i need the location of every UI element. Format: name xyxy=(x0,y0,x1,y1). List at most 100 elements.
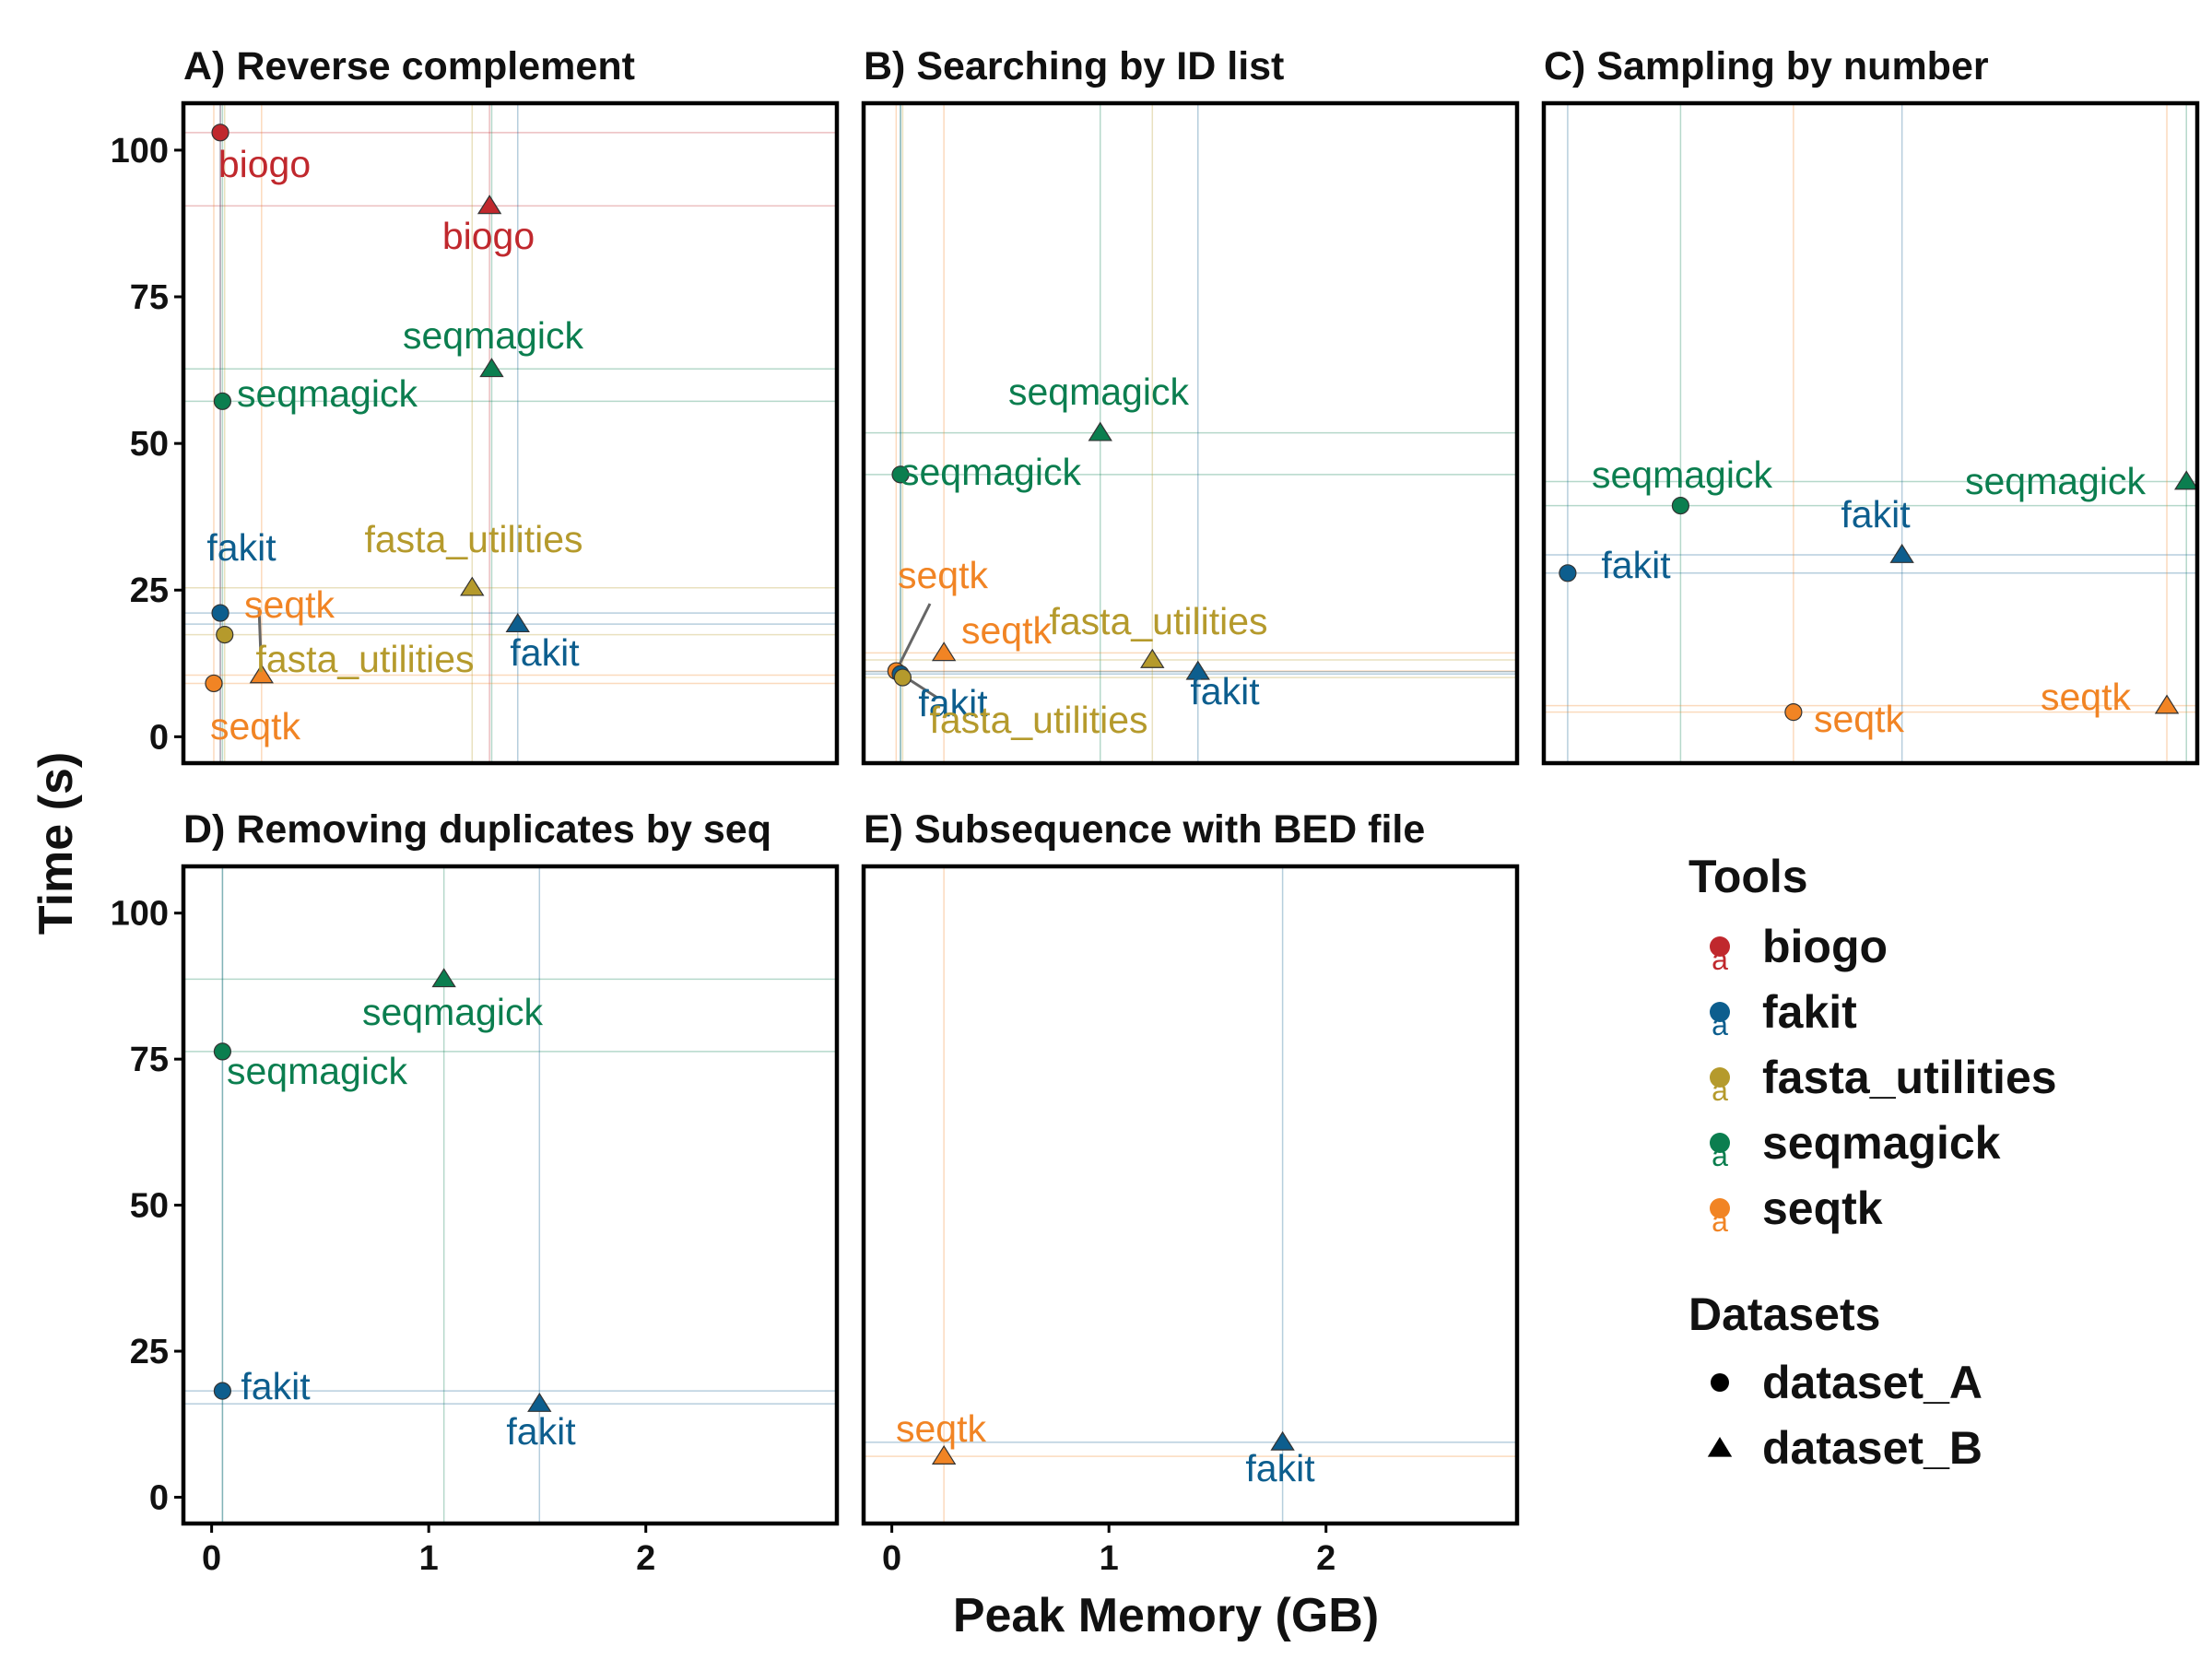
point-label: fakit xyxy=(1601,544,1671,586)
point-seqmagick-dataset_B xyxy=(431,968,456,988)
point-label: fakit xyxy=(241,1365,311,1407)
y-tick-label: 100 xyxy=(111,132,169,171)
panel-4: D) Removing duplicates by seq seqmagick se… xyxy=(111,807,840,1578)
y-tick-label: 50 xyxy=(130,1187,169,1226)
point-fakit-dataset_A xyxy=(211,604,229,622)
legend-tools-title: Tools xyxy=(1688,851,1808,902)
point-seqtk-dataset_B xyxy=(2154,694,2180,714)
x-tick-label: 1 xyxy=(419,1539,439,1578)
panel-title: C) Sampling by number xyxy=(1544,44,1989,88)
legend-key-triangle xyxy=(1707,1437,1733,1457)
panel-title: B) Searching by ID list xyxy=(864,44,1284,88)
legend-key-point xyxy=(1710,1067,1730,1088)
legend-item-seqmagick: a seqmagick xyxy=(1710,1117,2001,1172)
legend-label: seqmagick xyxy=(1762,1117,2001,1169)
y-tick-label: 0 xyxy=(149,1478,169,1517)
point-label: fakit xyxy=(1190,670,1260,712)
panel-2: B) Searching by ID list seqmagick seqmagic… xyxy=(861,44,1520,766)
point-fasta_utilities-dataset_A xyxy=(216,626,234,644)
point-seqmagick-dataset_A xyxy=(213,1042,231,1061)
legend-key-point xyxy=(1710,1198,1730,1218)
x-tick-label: 0 xyxy=(202,1539,221,1578)
legend-key-point xyxy=(1710,1133,1730,1153)
legend-item-biogo: a biogo xyxy=(1710,921,1888,976)
point-label: seqmagick xyxy=(403,314,583,357)
point-label: seqmagick xyxy=(1965,460,2146,502)
legend-label: fasta_utilities xyxy=(1762,1052,2057,1103)
point-label: fakit xyxy=(918,682,988,724)
point-label: fasta_utilities xyxy=(364,518,582,560)
panel-title: D) Removing duplicates by seq xyxy=(183,807,771,852)
point-seqtk-dataset_B xyxy=(931,1444,957,1465)
point-biogo-dataset_B xyxy=(477,194,502,215)
x-tick-label: 0 xyxy=(882,1539,901,1578)
point-label: seqtk xyxy=(1814,698,1904,740)
point-biogo-dataset_A xyxy=(211,124,229,142)
point-seqmagick-dataset_A xyxy=(891,465,910,484)
legend-label: dataset_A xyxy=(1762,1357,1983,1408)
point-seqmagick-dataset_A xyxy=(1671,497,1689,515)
legend-item-seqtk: a seqtk xyxy=(1710,1182,1883,1238)
point-fakit-dataset_A xyxy=(213,1382,231,1400)
point-label: seqtk xyxy=(244,583,335,626)
legend-label: biogo xyxy=(1762,921,1888,972)
reference-lines xyxy=(183,103,837,763)
panel-title: E) Subsequence with BED file xyxy=(864,807,1425,852)
point-label: fasta_utilities xyxy=(255,638,474,680)
point-seqmagick-dataset_B xyxy=(2174,470,2199,490)
legend-item-dataset_B: dataset_B xyxy=(1707,1422,1983,1474)
panels: A) Reverse complement biogo biogo seqmagick… xyxy=(111,44,2200,1578)
legend-datasets: dataset_A dataset_B xyxy=(1707,1357,1983,1474)
point-label: seqmagick xyxy=(900,451,1081,493)
legend-item-fasta_utilities: a fasta_utilities xyxy=(1710,1052,2057,1107)
legend-key-point xyxy=(1710,1002,1730,1022)
legend-label: seqtk xyxy=(1762,1182,1883,1234)
point-label: seqmagick xyxy=(237,372,418,415)
point-label: fakit xyxy=(1841,493,1911,535)
x-tick-label: 2 xyxy=(1316,1539,1335,1578)
point-label: biogo xyxy=(442,215,535,257)
y-tick-label: 25 xyxy=(130,571,169,610)
point-label: seqtk xyxy=(961,609,1052,652)
point-label: fakit xyxy=(510,631,580,674)
legend-key-glyph: a xyxy=(1712,1139,1728,1172)
point-label: seqmagick xyxy=(1008,371,1189,413)
y-tick-label: 0 xyxy=(149,718,169,757)
point-label: seqtk xyxy=(210,705,300,747)
point-fakit-dataset_A xyxy=(1559,564,1577,582)
panel-title: A) Reverse complement xyxy=(183,44,635,88)
point-label: seqmagick xyxy=(362,991,543,1033)
legend-label: dataset_B xyxy=(1762,1422,1983,1474)
panel-frame xyxy=(861,864,1520,1526)
point-label: fakit xyxy=(1245,1447,1315,1489)
legend-key-glyph: a xyxy=(1712,1008,1728,1041)
panel-frame xyxy=(861,100,1520,766)
point-seqmagick-dataset_B xyxy=(1088,421,1112,441)
panel-5: E) Subsequence with BED file seqtk fakit 0 1… xyxy=(861,807,1520,1578)
reference-lines xyxy=(1544,103,2197,763)
point-label: fakit xyxy=(506,1410,576,1453)
point-label: seqtk xyxy=(896,1407,986,1450)
point-label: seqtk xyxy=(2041,676,2131,718)
point-seqtk-dataset_A xyxy=(1784,703,1803,722)
panel-1: A) Reverse complement biogo biogo seqmagick… xyxy=(111,44,840,766)
point-fasta_utilities-dataset_A xyxy=(893,668,912,687)
point-fasta_utilities-dataset_B xyxy=(460,576,485,596)
point-seqtk-dataset_B xyxy=(249,664,274,684)
y-tick-label: 25 xyxy=(130,1333,169,1371)
leader-line xyxy=(894,603,932,672)
y-tick-label: 75 xyxy=(130,1041,169,1079)
reference-lines xyxy=(864,103,1517,763)
point-label: seqmagick xyxy=(227,1050,407,1092)
panel-frame xyxy=(1541,100,2200,766)
x-tick-label: 1 xyxy=(1100,1539,1119,1578)
point-fakit-dataset_B xyxy=(505,613,530,633)
y-tick-label: 100 xyxy=(111,895,169,934)
point-fasta_utilities-dataset_B xyxy=(1140,648,1165,668)
point-fakit-dataset_B xyxy=(1889,543,1914,563)
point-label: biogo xyxy=(218,143,311,185)
point-label: fasta_utilities xyxy=(1049,600,1267,642)
